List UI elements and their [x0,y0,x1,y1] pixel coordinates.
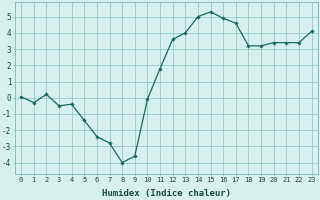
X-axis label: Humidex (Indice chaleur): Humidex (Indice chaleur) [102,189,231,198]
